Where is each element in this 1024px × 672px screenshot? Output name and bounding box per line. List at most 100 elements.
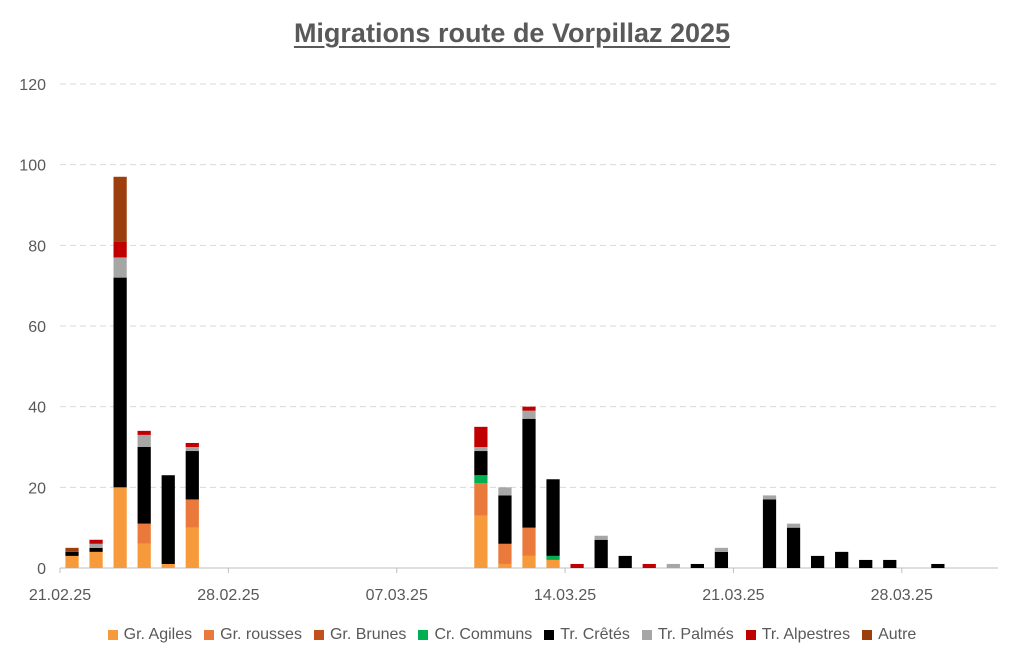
y-tick-label: 120: [19, 77, 46, 94]
legend-label: Gr. rousses: [220, 626, 302, 643]
y-tick-label: 0: [37, 561, 46, 578]
legend-item: Gr. rousses: [204, 626, 302, 644]
y-tick-label: 40: [28, 400, 46, 417]
bar-segment: [546, 559, 560, 568]
bar-segment: [786, 523, 801, 528]
bar-segment: [522, 410, 536, 419]
legend-label: Tr. Alpestres: [761, 626, 851, 643]
legend-item: Gr. Brunes: [313, 626, 407, 644]
legend-swatch: [862, 630, 873, 640]
legend-label: Tr. Palmés: [657, 626, 734, 643]
x-tick-label: 07.03.25: [366, 587, 428, 604]
legend-swatch: [313, 630, 324, 640]
bar-segment: [522, 406, 536, 411]
bar-segment: [498, 495, 512, 544]
legend-label: Autre: [878, 626, 917, 643]
bar-segment: [474, 447, 488, 452]
bar-segment: [65, 547, 79, 552]
bar-segment: [931, 563, 945, 568]
bar-segment: [185, 447, 199, 452]
y-tick-label: 20: [28, 480, 46, 497]
bar-segment: [498, 543, 512, 564]
bar-segment: [522, 527, 536, 556]
legend-swatch: [418, 630, 429, 640]
legend-swatch: [107, 630, 118, 640]
bar-segment: [498, 487, 512, 496]
bar-segment: [642, 563, 656, 568]
bar-segment: [883, 559, 897, 568]
legend-label: Gr. Brunes: [329, 626, 407, 643]
legend-item: Gr. Agiles: [107, 626, 193, 644]
x-tick-label: 28.03.25: [871, 587, 933, 604]
bar-segment: [185, 527, 199, 568]
bar-segment: [666, 563, 680, 568]
bar-segment: [137, 434, 151, 447]
bar-segment: [835, 551, 849, 568]
y-tick-label: 60: [28, 319, 46, 336]
chart-title: Migrations route de Vorpillaz 2025: [293, 18, 731, 48]
bar-segment: [161, 475, 175, 564]
legend-label: Tr. Crêtés: [560, 626, 630, 643]
legend-item: Cr. Communs: [418, 626, 532, 644]
y-tick-label: 80: [28, 238, 46, 255]
bar-segment: [474, 483, 488, 516]
bar-segment: [811, 555, 825, 568]
legend-swatch: [204, 630, 215, 640]
legend-label: Gr. Agiles: [123, 626, 193, 643]
bar-segment: [474, 475, 488, 484]
bar-segment: [113, 487, 127, 568]
bar-segment: [522, 418, 536, 528]
bar-segment: [498, 563, 512, 568]
legend-item: Tr. Palmés: [641, 626, 734, 644]
bar-segment: [714, 551, 729, 568]
bar-segment: [594, 539, 608, 568]
bar-segment: [65, 551, 79, 556]
bar-segment: [474, 451, 488, 476]
bar-segment: [546, 555, 560, 560]
bar-segment: [89, 539, 103, 544]
x-tick-label: 21.02.25: [29, 587, 91, 604]
bar-segment: [185, 499, 199, 528]
bar-segment: [714, 547, 729, 552]
bar-segment: [859, 559, 873, 568]
bar-segment: [185, 451, 199, 500]
legend-item: Tr. Crêtés: [544, 626, 630, 644]
legend-swatch: [544, 630, 555, 640]
bar-segment: [137, 523, 151, 544]
bar-segment: [161, 563, 175, 568]
bar-segment: [113, 277, 127, 488]
bar-segment: [185, 442, 199, 447]
bar-segment: [137, 430, 151, 435]
bar-segment: [762, 495, 777, 500]
bar-segment: [594, 535, 608, 540]
x-tick-label: 14.03.25: [534, 587, 596, 604]
bar-segment: [113, 176, 127, 242]
bar-segment: [546, 479, 560, 556]
legend-label: Cr. Communs: [434, 626, 533, 643]
legend-item: Autre: [862, 626, 916, 644]
x-tick-label: 21.03.25: [702, 587, 764, 604]
legend-swatch: [641, 630, 652, 640]
bar-segment: [786, 527, 801, 568]
legend: Gr. Agiles Gr. rousses Gr. Brunes Cr. Commu…: [0, 626, 1024, 644]
bar-segment: [762, 499, 777, 568]
x-tick-label: 28.02.25: [197, 587, 259, 604]
legend-item: Tr. Alpestres: [745, 626, 851, 644]
bar-segment: [137, 447, 151, 524]
bar-segment: [113, 257, 127, 278]
legend-swatch: [745, 630, 756, 640]
bar-segment: [474, 515, 488, 568]
bar-segment: [89, 543, 103, 548]
bar-segment: [522, 555, 536, 568]
bar-segment: [690, 563, 704, 568]
bar-segment: [474, 426, 488, 447]
bar-segment: [65, 555, 79, 568]
bar-segment: [137, 543, 151, 568]
bar-segment: [618, 555, 632, 568]
bar-segment: [89, 547, 103, 552]
bar-segment: [89, 551, 103, 568]
bar-segment: [570, 563, 584, 568]
y-tick-label: 100: [19, 158, 46, 175]
